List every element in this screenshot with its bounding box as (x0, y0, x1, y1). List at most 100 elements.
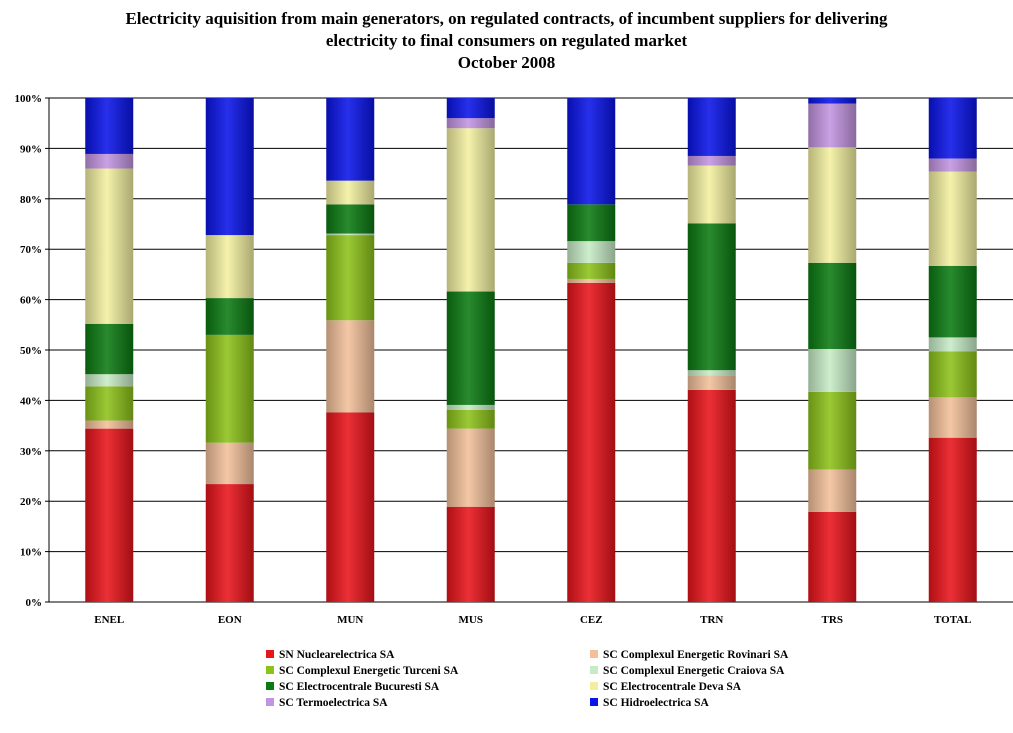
y-tick-label: 60% (20, 295, 42, 307)
bar-segment-enel-3 (85, 374, 134, 387)
y-tick-label: 90% (20, 143, 42, 155)
bar-segment-cez-7 (567, 98, 616, 205)
bar-segment-mun-7 (326, 98, 375, 181)
legend-swatch (590, 682, 598, 691)
legend-label: SC Complexul Energetic Turceni SA (279, 665, 459, 677)
bar-segment-enel-4 (85, 323, 134, 375)
x-tick-label: TRN (700, 614, 723, 626)
legend-label: SC Electrocentrale Deva SA (603, 681, 742, 693)
legend-swatch (266, 698, 274, 707)
gridlines (49, 97, 1013, 603)
bar-segment-cez-4 (567, 204, 616, 242)
bar-segment-total-3 (928, 337, 977, 352)
bar-segment-trs-6 (808, 103, 857, 148)
bar-segment-mus-4 (446, 291, 495, 405)
bar-segment-trn-5 (687, 165, 736, 224)
legend-label: SC Complexul Energetic Craiova SA (603, 665, 785, 677)
bar-segment-mun-0 (326, 412, 375, 602)
bar-segment-mun-4 (326, 204, 375, 234)
bar-segment-mus-0 (446, 506, 495, 602)
bar-segment-trs-4 (808, 262, 857, 349)
bars (85, 98, 977, 602)
bar-segment-enel-5 (85, 168, 134, 324)
bar-segment-cez-1 (567, 278, 616, 283)
y-tick-label: 100% (15, 93, 43, 105)
bar-segment-enel-6 (85, 153, 134, 169)
chart-title: Electricity aquisition from main generat… (0, 8, 1013, 74)
bar-segment-mus-3 (446, 404, 495, 410)
bar-segment-cez-0 (567, 282, 616, 602)
legend-item: SC Hidroelectrica SA (590, 695, 709, 711)
bar-segment-enel-0 (85, 428, 134, 602)
bar-segment-mus-7 (446, 98, 495, 119)
bar-segment-trs-2 (808, 391, 857, 470)
bar-segment-trs-5 (808, 147, 857, 263)
x-tick-label: TRS (822, 614, 843, 626)
legend-swatch (266, 682, 274, 691)
legend-item: SN Nuclearelectrica SA (266, 647, 394, 663)
y-tick-label: 20% (20, 496, 42, 508)
bar-segment-enel-1 (85, 420, 134, 429)
bar-segment-total-0 (928, 437, 977, 602)
bar-segment-total-4 (928, 265, 977, 338)
bar-segment-trn-7 (687, 98, 736, 156)
y-tick-label: 10% (20, 547, 42, 559)
bar-segment-trn-6 (687, 155, 736, 166)
bar-segment-mun-5 (326, 180, 375, 205)
x-tick-label: ENEL (94, 614, 124, 626)
bar-segment-cez-2 (567, 262, 616, 279)
chart-title-line-2: electricity to final consumers on regula… (325, 31, 688, 50)
y-tick-label: 40% (20, 395, 42, 407)
bar-segment-total-6 (928, 158, 977, 172)
bar-segment-total-2 (928, 351, 977, 398)
legend-item: SC Complexul Energetic Turceni SA (266, 663, 458, 679)
bar-segment-eon-4 (205, 298, 254, 335)
bar-segment-total-5 (928, 171, 977, 266)
bar-segment-mus-1 (446, 428, 495, 507)
legend-item: SC Complexul Energetic Rovinari SA (590, 647, 788, 663)
legend-swatch (266, 650, 274, 659)
bar-segment-enel-2 (85, 386, 134, 421)
bar-segment-mus-5 (446, 128, 495, 292)
legend-swatch (590, 650, 598, 659)
bar-segment-mus-2 (446, 409, 495, 429)
bar-segment-eon-2 (205, 334, 254, 443)
bar-segment-mun-3 (326, 233, 375, 236)
legend-item: SC Termoelectrica SA (266, 695, 388, 711)
bar-segment-eon-1 (205, 442, 254, 485)
legend-label: SC Complexul Energetic Rovinari SA (603, 649, 789, 661)
chart-title-line-3: October 2008 (457, 53, 556, 72)
bar-segment-trs-1 (808, 469, 857, 512)
bar-segment-eon-0 (205, 484, 254, 602)
legend-label: SC Hidroelectrica SA (603, 697, 709, 709)
legend-label: SC Termoelectrica SA (279, 697, 388, 709)
x-tick-label: TOTAL (934, 614, 972, 626)
x-tick-label: MUN (337, 614, 363, 626)
bar-segment-enel-7 (85, 98, 134, 154)
bar-segment-trs-0 (808, 511, 857, 602)
bar-segment-mus-6 (446, 118, 495, 129)
bar-segment-trs-7 (808, 98, 857, 104)
y-tick-label: 0% (26, 597, 43, 609)
bar-segment-trs-3 (808, 348, 857, 392)
bar-segment-eon-5 (205, 235, 254, 299)
bar-segment-trn-1 (687, 375, 736, 390)
legend-label: SN Nuclearelectrica SA (279, 649, 395, 661)
bar-segment-trn-4 (687, 223, 736, 371)
bar-segment-total-1 (928, 397, 977, 438)
y-tick-label: 80% (20, 194, 42, 206)
bar-segment-cez-3 (567, 241, 616, 263)
axes: 0% 10% 20% 30% 40% 50% 60% 70% 80% 90% 100% ENEL EON… (15, 93, 972, 626)
bar-segment-mun-1 (326, 320, 375, 413)
y-tick-label: 70% (20, 244, 42, 256)
y-tick-label: 30% (20, 446, 42, 458)
x-tick-label: MUS (459, 614, 483, 626)
legend-item: SC Electrocentrale Bucuresti SA (266, 679, 439, 695)
chart-title-line-1: Electricity aquisition from main generat… (125, 9, 888, 28)
bar-segment-trn-0 (687, 389, 736, 602)
bar-segment-eon-7 (205, 98, 254, 236)
y-tick-label: 50% (20, 345, 42, 357)
legend-item: SC Electrocentrale Deva SA (590, 679, 741, 695)
x-tick-label: EON (218, 614, 242, 626)
